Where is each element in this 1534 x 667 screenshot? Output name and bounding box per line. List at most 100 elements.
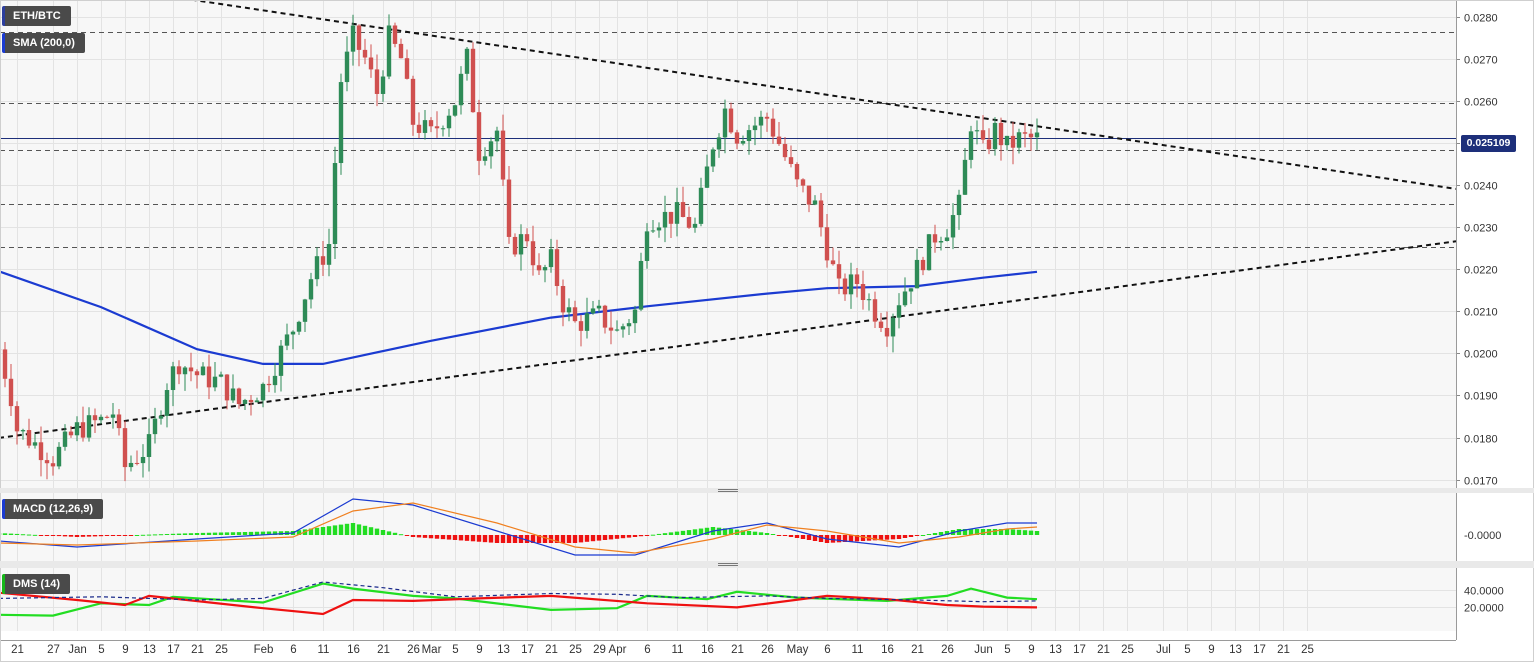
candle-up — [674, 202, 680, 224]
reference-lines — [0, 32, 1456, 248]
macd-hist-positive — [926, 534, 932, 535]
candle-down — [686, 216, 692, 228]
trendlines — [0, 0, 1457, 439]
macd-hist-positive — [368, 527, 374, 535]
candle-up — [1034, 132, 1040, 138]
grid-lines — [0, 0, 1456, 631]
candle-down — [884, 327, 890, 337]
x-tick-label: Feb — [254, 644, 274, 656]
macd-hist-positive — [740, 530, 746, 535]
x-tick-label: 21 — [11, 644, 24, 656]
x-tick-label: 27 — [47, 644, 60, 656]
macd-hist-negative — [794, 535, 800, 538]
macd-label[interactable]: MACD (12,26,9) — [2, 499, 104, 519]
candle-down — [524, 234, 530, 242]
candle-down — [92, 415, 98, 421]
candle-down — [38, 442, 44, 461]
candle-down — [560, 286, 566, 313]
macd-hist-positive — [344, 523, 350, 535]
macd-hist-positive — [722, 528, 728, 535]
macd-hist-negative — [104, 535, 110, 536]
candle-up — [644, 231, 650, 261]
macd-tick-label: -0.0000 — [1464, 530, 1501, 542]
macd-hist-positive — [944, 531, 950, 535]
macd-hist-positive — [374, 528, 380, 535]
macd-hist-positive — [26, 534, 32, 536]
macd-hist-positive — [974, 529, 980, 535]
macd-hist-positive — [218, 532, 224, 535]
candle-up — [212, 376, 218, 388]
candle-down — [800, 179, 806, 186]
candle-down — [872, 299, 878, 322]
x-tick-label: 6 — [290, 644, 296, 656]
candle-up — [638, 260, 644, 310]
macd-hist-negative — [110, 535, 116, 536]
x-tick-label: 6 — [644, 644, 650, 656]
dms-plus-di-line — [0, 582, 1038, 617]
macd-hist-positive — [956, 529, 962, 535]
candle-up — [458, 73, 464, 106]
macd-hist-negative — [488, 535, 494, 543]
pair-label[interactable]: ETH/BTC — [2, 6, 71, 26]
x-tick-label: 29 — [593, 644, 606, 656]
candle-up — [812, 200, 818, 205]
macd-hist-negative — [554, 535, 560, 543]
sma-label[interactable]: SMA (200,0) — [2, 33, 85, 53]
candle-up — [650, 230, 656, 232]
x-tick-label: 13 — [1229, 644, 1242, 656]
last-price-tag: 0.025109 — [1461, 135, 1516, 152]
macd-hist-negative — [452, 535, 458, 540]
candle-up — [566, 307, 572, 313]
candle-down — [356, 25, 362, 50]
candle-up — [302, 299, 308, 322]
macd-hist-negative — [776, 535, 782, 536]
candle-down — [320, 256, 326, 265]
candle-up — [596, 305, 602, 309]
candle-down — [1028, 133, 1034, 138]
x-tick-label: 17 — [167, 644, 180, 656]
y-tick-label: 0.0260 — [1464, 97, 1498, 109]
candle-down — [782, 144, 788, 158]
candle-down — [794, 164, 800, 180]
candle-up — [1016, 132, 1022, 148]
candle-down — [116, 414, 122, 429]
macd-hist-negative — [128, 535, 134, 536]
candle-up — [746, 130, 752, 142]
candle-down — [14, 406, 20, 432]
macd-hist-positive — [680, 530, 686, 535]
candle-up — [200, 366, 206, 376]
candle-down — [236, 388, 242, 405]
candle-up — [284, 334, 290, 346]
panel-dividers[interactable] — [0, 488, 1534, 568]
dms-label[interactable]: DMS (14) — [2, 574, 71, 594]
candle-up — [20, 430, 26, 432]
macd-panel — [0, 498, 1040, 556]
macd-hist-positive — [176, 533, 182, 535]
y-tick-label: 0.0280 — [1464, 13, 1498, 25]
macd-hist-positive — [662, 533, 668, 535]
macd-hist-negative — [632, 535, 638, 537]
candle-up — [914, 259, 920, 289]
candle-down — [416, 124, 422, 133]
candle-down — [434, 126, 440, 129]
candle-up — [32, 442, 38, 446]
x-tick-label: 25 — [1121, 644, 1134, 656]
x-tick-label: 26 — [941, 644, 954, 656]
macd-hist-negative — [878, 535, 884, 540]
macd-hist-positive — [158, 534, 164, 536]
x-tick-label: Jul — [1156, 644, 1171, 656]
candle-down — [806, 185, 812, 205]
candle-down — [776, 136, 782, 145]
macd-hist-negative — [506, 535, 512, 543]
macd-hist-positive — [716, 527, 722, 535]
candle-up — [344, 51, 350, 83]
macd-hist-negative — [896, 535, 902, 539]
macd-hist-positive — [230, 532, 236, 535]
x-tick-label: 21 — [911, 644, 924, 656]
candle-up — [902, 291, 908, 306]
macd-hist-negative — [608, 535, 614, 540]
candle-up — [158, 415, 164, 419]
trendline-upper — [187, 0, 1457, 190]
